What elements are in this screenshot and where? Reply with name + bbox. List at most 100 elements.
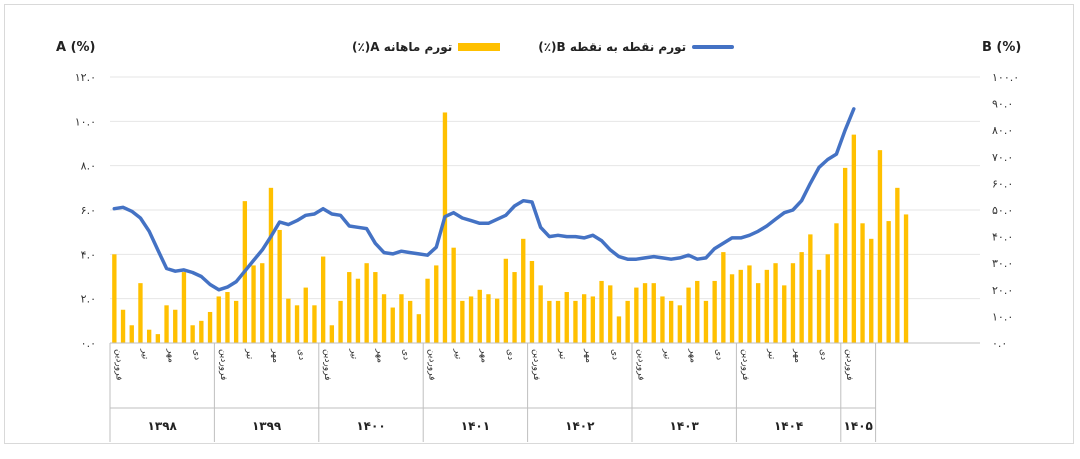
left-tick-label: ۸.۰ [81, 160, 96, 173]
bar-a [503, 258, 509, 343]
bar-a [434, 265, 439, 343]
bar-a [181, 272, 187, 343]
month-tick-label: فروردین [427, 349, 437, 380]
month-tick-label: تیر [139, 348, 149, 360]
bar-a [225, 292, 230, 343]
month-tick-label: مهر [479, 348, 489, 363]
bar-a [677, 305, 683, 343]
legend-swatch-b [692, 45, 735, 49]
bar-a [782, 285, 787, 343]
left-axis-title: A (%) [56, 40, 96, 55]
month-tick-label: مهر [688, 348, 698, 363]
left-tick-label: ۱۰.۰ [75, 115, 96, 128]
month-tick-label: تیر [661, 348, 671, 360]
bar-a [312, 305, 317, 343]
bar-a [616, 316, 622, 343]
bar-a [207, 311, 213, 343]
month-tick-label: مهر [792, 348, 802, 363]
bar-a [590, 296, 596, 343]
bar-a [164, 305, 169, 343]
month-tick-label: فروردین [113, 349, 123, 380]
month-tick-label: فروردین [218, 349, 228, 380]
legend-label-a: تورم ماهانه A(٪) [352, 40, 453, 54]
bar-a [599, 280, 604, 343]
bar-a [773, 263, 778, 343]
month-tick-label: تیر [453, 348, 463, 360]
bar-a [173, 309, 178, 343]
month-tick-label: فروردین [740, 349, 750, 380]
year-label: ۱۴۰۳ [670, 419, 700, 433]
bar-a [564, 292, 569, 343]
bar-a [355, 278, 361, 343]
bar-a [320, 256, 326, 343]
bar-a [634, 287, 639, 343]
month-tick-label: دی [609, 349, 619, 360]
left-tick-label: ۱۲.۰ [75, 71, 96, 84]
bar-a [877, 150, 883, 343]
left-tick-label: ۶.۰ [81, 204, 96, 217]
bar-a [529, 260, 535, 343]
bar-a [755, 283, 761, 343]
month-tick-label: تیر [766, 348, 776, 360]
bar-a [129, 325, 134, 343]
month-tick-label: دی [505, 349, 515, 360]
bar-a [747, 265, 752, 343]
month-tick-label: دی [714, 349, 724, 360]
bar-a [869, 238, 874, 343]
right-tick-label: ۱۰۰.۰ [992, 71, 1019, 84]
month-tick-label: تیر [348, 348, 358, 360]
bar-a [407, 300, 413, 343]
bar-a [625, 300, 630, 343]
bar-a [460, 300, 465, 343]
right-tick-label: ۲۰.۰ [992, 284, 1013, 297]
bar-a [373, 272, 378, 343]
bar-a [573, 300, 578, 343]
bar-a [703, 300, 709, 343]
bar-a [138, 283, 143, 343]
bar-a [381, 294, 387, 343]
bar-a [303, 287, 308, 343]
year-label: ۱۴۰۴ [774, 419, 803, 433]
bar-a [233, 300, 239, 343]
bar-a [555, 300, 561, 343]
bar-a [120, 309, 126, 343]
bar-a [364, 263, 369, 343]
bar-a [886, 221, 891, 343]
bar-a [494, 298, 500, 343]
bar-a [790, 263, 796, 343]
right-tick-label: ۷۰.۰ [992, 151, 1013, 164]
bar-a [486, 294, 491, 343]
right-tick-label: ۴۰.۰ [992, 231, 1013, 244]
month-tick-label: تیر [557, 348, 567, 360]
bar-a [651, 283, 656, 343]
left-tick-label: ۲.۰ [81, 293, 96, 306]
bar-a [251, 265, 256, 343]
bar-a [834, 223, 839, 343]
bar-a [338, 300, 343, 343]
bar-a [816, 269, 822, 343]
bar-a [695, 280, 700, 343]
bar-a [512, 272, 517, 343]
bar-a [825, 254, 830, 343]
bar-a [477, 289, 482, 343]
month-tick-label: فروردین [531, 349, 541, 380]
bar-a [581, 294, 587, 343]
year-label: ۱۳۹۸ [148, 419, 178, 433]
bar-a [468, 296, 474, 343]
bar-a [903, 214, 909, 343]
year-label: ۱۴۰۵ [844, 419, 873, 433]
bar-a [216, 296, 221, 343]
left-tick-label: ۴.۰ [81, 248, 96, 261]
bar-a [808, 234, 813, 343]
month-tick-label: دی [192, 349, 202, 360]
month-tick-label: تیر [244, 348, 254, 360]
bar-a [764, 269, 770, 343]
bar-a [425, 278, 430, 343]
right-tick-label: ۰.۰ [992, 337, 1007, 350]
bar-a [112, 254, 117, 343]
year-label: ۱۴۰۲ [565, 419, 595, 433]
right-tick-label: ۶۰.۰ [992, 177, 1013, 190]
bar-a [155, 334, 161, 343]
